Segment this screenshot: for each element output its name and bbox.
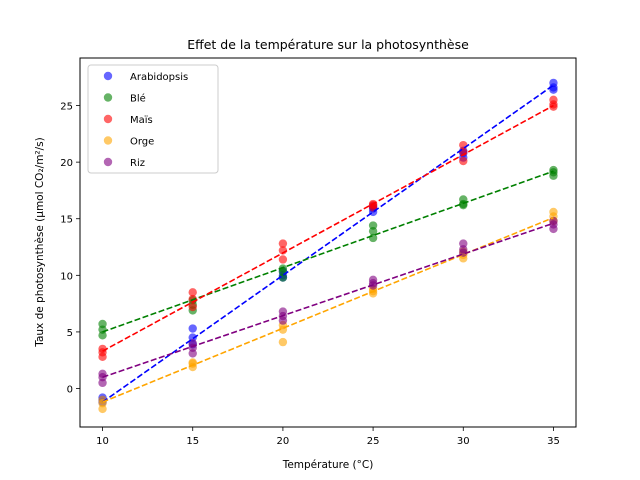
y-tick-label: 5 xyxy=(67,328,73,339)
x-tick-label: 25 xyxy=(367,436,380,447)
data-point xyxy=(278,239,288,248)
legend-marker xyxy=(103,71,113,81)
legend: Arabidopsis Blé Maïs Orge Riz xyxy=(87,64,219,174)
x-axis-label: Température (°C) xyxy=(282,459,374,471)
plot-marks xyxy=(98,78,558,414)
y-tick-label: 25 xyxy=(60,102,73,113)
data-point xyxy=(278,273,288,282)
data-point xyxy=(549,102,558,111)
legend-label: Arabidopsis xyxy=(130,72,188,83)
y-tick-label: 0 xyxy=(67,385,73,396)
x-tick-label: 35 xyxy=(547,436,560,447)
legend-label: Maïs xyxy=(130,115,153,126)
x-tick-label: 20 xyxy=(277,436,290,447)
legend-marker xyxy=(103,157,113,167)
data-point xyxy=(368,226,378,236)
legend-label: Blé xyxy=(130,93,146,105)
plot-frame xyxy=(79,57,577,428)
x-tick-label: 10 xyxy=(96,436,109,447)
y-tick-label: 20 xyxy=(60,158,73,169)
legend-box xyxy=(87,64,219,174)
data-point xyxy=(188,288,197,297)
trend-line xyxy=(102,84,554,403)
legend-marker xyxy=(103,136,113,145)
y-tick-label: 15 xyxy=(60,215,73,226)
data-point xyxy=(459,239,468,248)
legend-label: Orge xyxy=(130,137,154,148)
y-tick-label: 10 xyxy=(60,271,73,282)
data-point xyxy=(459,156,468,166)
trend-line xyxy=(102,222,554,378)
data-point xyxy=(188,302,197,312)
legend-label: Riz xyxy=(130,158,145,169)
data-point xyxy=(549,171,558,180)
y-axis-label: Taux de photosynthèse (µmol CO₂/m²/s) xyxy=(34,137,46,347)
x-tick-label: 15 xyxy=(186,436,199,447)
data-point xyxy=(368,275,378,285)
data-point xyxy=(549,83,558,92)
legend-marker xyxy=(103,93,113,102)
data-point xyxy=(278,337,288,347)
trend-line xyxy=(102,170,554,333)
x-tick-label: 30 xyxy=(457,436,470,447)
data-point xyxy=(278,255,288,264)
chart-title: Effet de la température sur la photosynt… xyxy=(187,37,469,52)
legend-marker xyxy=(103,114,113,124)
data-point xyxy=(278,307,288,316)
trend-line xyxy=(102,216,554,403)
data-point xyxy=(98,331,107,340)
y-axis: 0 5 10 15 20 25 xyxy=(60,102,80,396)
x-axis: 10 15 20 25 30 35 xyxy=(96,427,560,447)
data-point xyxy=(98,352,107,362)
data-point xyxy=(188,324,197,333)
trend-line xyxy=(102,104,554,352)
